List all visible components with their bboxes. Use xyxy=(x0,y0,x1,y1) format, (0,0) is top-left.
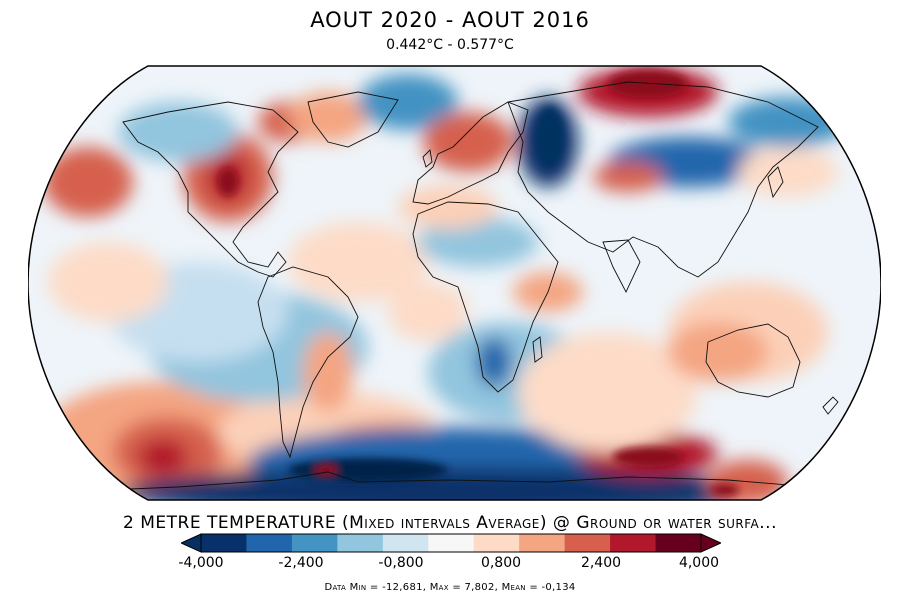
anomaly-field xyxy=(28,66,881,500)
colorbar-step xyxy=(610,534,657,552)
colorbar-under-arrow xyxy=(181,533,202,553)
colorbar-step xyxy=(655,534,702,552)
colorbar-step xyxy=(246,534,293,552)
colorbar-step xyxy=(291,534,338,552)
colorbar-tick-label: 0,800 xyxy=(480,555,522,571)
coastlines xyxy=(57,81,849,493)
colorbar-over-arrow xyxy=(700,533,721,553)
colorbar-tick-label: -4,000 xyxy=(178,555,224,571)
colorbar-step xyxy=(473,534,520,552)
colorbar-step xyxy=(428,534,475,552)
colorbar-tick-label: -0,800 xyxy=(378,555,424,571)
colorbar-step xyxy=(201,534,247,552)
colorbar-step xyxy=(564,534,611,552)
colorbar xyxy=(181,533,721,553)
variable-label: 2 METRE TEMPERATURE (Mixed intervals Ave… xyxy=(123,513,777,533)
colorbar-tick-label: -2,400 xyxy=(278,555,324,571)
colorbar-step xyxy=(337,534,384,552)
colorbar-step xyxy=(519,534,566,552)
colorbar-tick-label: 2,400 xyxy=(580,555,622,571)
colorbar-tick-label: 4,000 xyxy=(678,555,720,571)
data-stats: Data Min = -12,681, Max = 7,802, Mean = … xyxy=(324,582,576,593)
colorbar-step xyxy=(382,534,429,552)
anomaly-map xyxy=(28,62,881,504)
map-border xyxy=(28,65,881,501)
map-title: AOUT 2020 - AOUT 2016 xyxy=(310,8,590,32)
colorbar-ticks: -4,000 -2,400 -0,800 0,800 2,400 4,000 xyxy=(0,555,900,573)
map-subtitle: 0.442°C - 0.577°C xyxy=(386,37,514,53)
